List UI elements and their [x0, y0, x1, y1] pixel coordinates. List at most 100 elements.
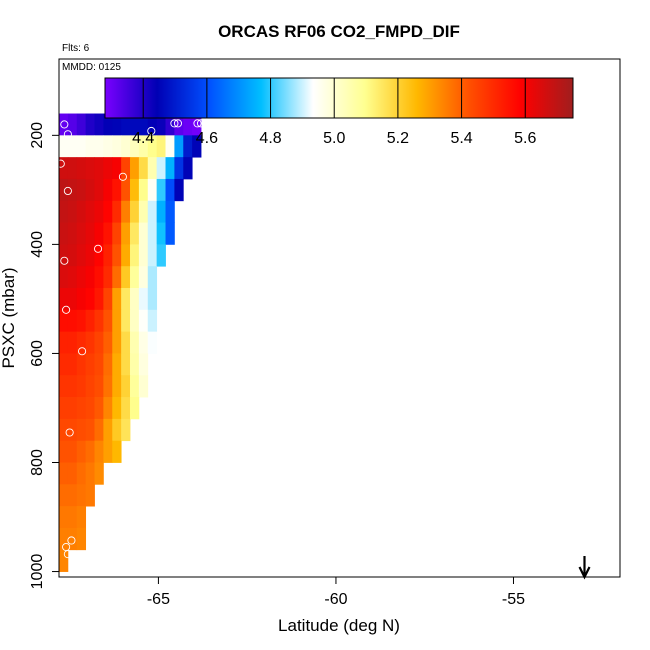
flight-point: [63, 186, 72, 196]
colorbar-tick-label: 5.0: [323, 130, 345, 147]
heatmap-cell: [59, 113, 69, 136]
y-axis: 200 400 600 800 1000: [29, 122, 59, 589]
heatmap-cell: [94, 266, 104, 289]
heatmap-cell: [112, 288, 122, 311]
heatmap-cell: [67, 462, 78, 485]
heatmap-cell: [183, 157, 193, 180]
heatmap-cell: [76, 266, 87, 289]
heatmap-cell: [156, 200, 166, 223]
flight-point: [63, 130, 72, 139]
heatmap-cell: [85, 418, 95, 442]
heatmap-cell: [85, 331, 95, 354]
heatmap-cell: [76, 288, 87, 311]
heatmap-cell: [85, 440, 95, 463]
heatmap-cell: [112, 113, 122, 136]
heatmap-cell: [138, 113, 149, 136]
heatmap-cell: [147, 157, 158, 180]
heatmap-cell: [59, 200, 69, 223]
heatmap-cell: [130, 244, 140, 267]
heatmap-cell: [130, 157, 140, 180]
heatmap-cell: [138, 200, 149, 223]
heatmap-cell: [165, 113, 175, 136]
heatmap-cell: [112, 266, 122, 289]
colorbar-tick-label: 5.4: [450, 130, 472, 147]
heatmap-cell: [103, 113, 113, 136]
heatmap-cell: [67, 222, 78, 245]
heatmap-cell: [94, 353, 104, 376]
chart-title: ORCAS RF06 CO2_FMPD_DIF: [218, 22, 460, 41]
heatmap-cell: [76, 331, 87, 354]
heatmap-cell: [94, 309, 104, 333]
heatmap-cell: [121, 178, 131, 202]
flight-point: [173, 119, 182, 128]
heatmap-cell: [67, 288, 78, 311]
heatmap-cell: [94, 178, 104, 202]
heatmap-cell: [94, 462, 104, 485]
heatmap-cell: [121, 418, 131, 442]
heatmap-cell: [67, 375, 78, 398]
heatmap-cell: [147, 244, 158, 267]
heatmap-cell: [76, 135, 87, 158]
heatmap-cell: [59, 309, 69, 333]
y-tick-label: 600: [29, 340, 46, 367]
heatmap-cell: [85, 288, 95, 311]
heatmap-cell: [112, 200, 122, 223]
heatmap-cell: [138, 178, 149, 202]
heatmap-cell: [103, 418, 113, 442]
heatmap-cell: [138, 157, 149, 180]
heatmap-cell: [59, 440, 69, 463]
heatmap-cell: [130, 397, 140, 420]
heatmap-cell: [94, 418, 104, 442]
heatmap-cell: [156, 157, 166, 180]
heatmap-cell: [121, 222, 131, 245]
flight-point: [63, 550, 72, 559]
heatmap-cell: [94, 135, 104, 158]
heatmap-cell: [103, 331, 113, 354]
heatmap-cell: [174, 178, 184, 202]
heatmap-cell: [112, 135, 122, 158]
heatmap-cell: [85, 135, 95, 158]
heatmap-cell: [59, 527, 69, 551]
heatmap-cell: [138, 353, 149, 376]
heatmap-cell: [67, 266, 78, 289]
heatmap-cell: [138, 288, 149, 311]
heatmap-cell: [103, 288, 113, 311]
heatmap-cell: [76, 200, 87, 223]
x-axis-label: Latitude (deg N): [278, 616, 400, 635]
heatmap-cell: [85, 200, 95, 223]
heatmap-cell: [130, 331, 140, 354]
heatmap-cell: [165, 178, 175, 202]
heatmap-cell: [76, 418, 87, 442]
heatmap-cell: [85, 462, 95, 485]
y-axis-label: PSXC (mbar): [0, 267, 18, 368]
heatmap-cell: [76, 440, 87, 463]
heatmap-cell: [130, 113, 140, 136]
heatmap-cell: [165, 157, 175, 180]
heatmap-cell: [59, 157, 69, 180]
heatmap-cell: [112, 309, 122, 333]
y-tick-label: 800: [29, 449, 46, 476]
heatmap-cell: [76, 527, 87, 551]
heatmap-cell: [147, 178, 158, 202]
heatmap-cell: [85, 484, 95, 507]
heatmap-cell: [138, 135, 149, 158]
heatmap-cell: [130, 309, 140, 333]
colorbar-bar: [104, 77, 574, 119]
heatmap-cell: [59, 135, 69, 158]
flight-point: [94, 244, 103, 253]
heatmap-cell: [103, 266, 113, 289]
heatmap-cell: [112, 353, 122, 376]
flight-point: [118, 172, 127, 181]
heatmap-cell: [67, 135, 78, 158]
heatmap-cell: [130, 135, 140, 158]
heatmap-cell: [183, 113, 193, 136]
heatmap-cell: [121, 244, 131, 267]
heatmap-cell: [147, 222, 158, 245]
heatmap-cell: [121, 309, 131, 333]
colorbar: 4.4 4.6 4.8 5.0 5.2 5.4 5.6: [104, 77, 574, 147]
heatmap-cell: [59, 331, 69, 354]
heatmap-cell: [76, 353, 87, 376]
heatmap-cell: [103, 244, 113, 267]
heatmap-cell: [59, 397, 69, 420]
